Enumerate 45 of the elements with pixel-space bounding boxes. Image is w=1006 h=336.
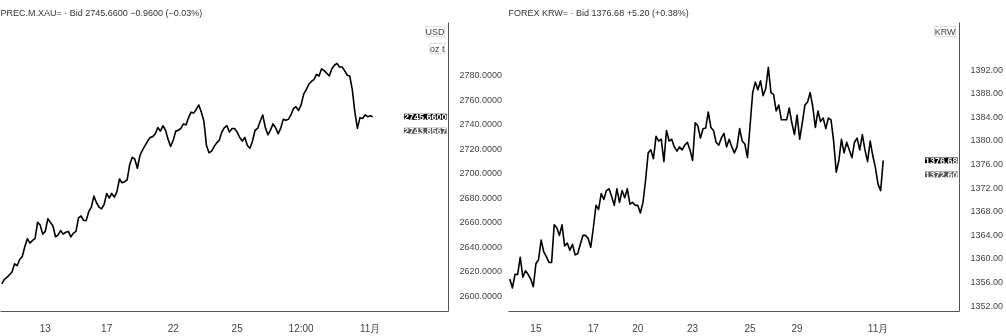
y-tick-label: 1376.00 [970, 159, 1004, 170]
x-tick-label: 20 [632, 322, 644, 334]
text: 2743.8567 [403, 125, 447, 136]
x-tick-label: 17 [101, 322, 113, 334]
y-tick-label: 1388.00 [970, 88, 1004, 99]
x-tick-label: 12:00 [288, 322, 315, 334]
y-tick-label: 1360.00 [970, 253, 1004, 264]
y-tick-label: 2620.0000 [459, 266, 503, 277]
y-tick-label: 1352.00 [970, 300, 1004, 311]
x-tick-label: 23 [687, 322, 699, 334]
y-tick-label: 2680.0000 [459, 192, 503, 203]
x-tick-label: 11月 [867, 322, 889, 334]
x-tick-label: 22 [167, 322, 180, 334]
chart-title: FOREX KRW= · Bid 1376.68 +5.20 (+0.38%) [508, 7, 689, 18]
y-tick-label: 2660.0000 [459, 217, 503, 228]
x-tick-label: 25 [744, 322, 757, 334]
y-tick-label: 2760.0000 [459, 94, 503, 105]
x-tick-label: 13 [39, 322, 52, 334]
line-series [509, 66, 885, 289]
y-tick-label: 1364.00 [970, 229, 1004, 240]
y-tick-label: 2740.0000 [459, 119, 503, 130]
y-tick-label: 2700.0000 [459, 168, 503, 179]
y-tick-label: 2640.0000 [459, 241, 503, 252]
y-tick-label: 1372.00 [970, 182, 1004, 193]
y-tick-label: 1380.00 [970, 135, 1004, 146]
chart-title: PREC.M.XAU= · Bid 2745.6600 −0.9600 (−0.03%) [0, 7, 203, 18]
text: 1372.60 [924, 169, 958, 180]
y-tick-label: 1384.00 [970, 111, 1004, 122]
x-tick-label: 15 [530, 322, 542, 334]
text: oz t [429, 43, 445, 54]
y-tick-label: 2720.0000 [459, 143, 503, 154]
x-tick-label: 25 [231, 322, 244, 334]
text: KRW [934, 26, 957, 37]
x-tick-label: 29 [791, 322, 804, 334]
x-tick-label: 11月 [360, 322, 381, 334]
y-tick-label: 2600.0000 [459, 290, 503, 301]
text: 1376.68 [924, 155, 958, 166]
y-tick-label: 1356.00 [970, 277, 1004, 288]
text: USD [425, 26, 445, 37]
line-series [0, 62, 374, 285]
y-tick-label: 1392.00 [970, 64, 1004, 75]
x-tick-label: 17 [587, 322, 600, 334]
text: 2745.6600 [403, 111, 447, 122]
y-tick-label: 2780.0000 [459, 70, 503, 81]
y-tick-label: 1368.00 [970, 206, 1004, 217]
